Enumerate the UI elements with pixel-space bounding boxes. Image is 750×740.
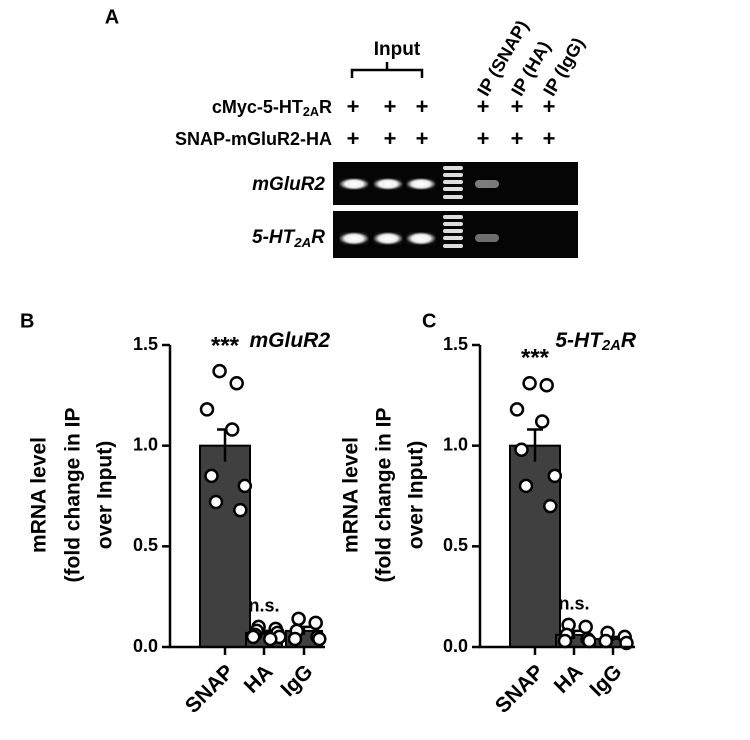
data-point bbox=[212, 363, 227, 379]
sign: + bbox=[416, 94, 429, 119]
text-part: 5-HT bbox=[252, 227, 296, 248]
panel-label: C bbox=[422, 310, 436, 332]
data-point bbox=[514, 442, 529, 457]
text-part: R bbox=[319, 97, 332, 117]
data-point bbox=[522, 376, 537, 391]
panel-label: A bbox=[105, 6, 119, 28]
chart-title: 5-HT2AR bbox=[555, 329, 636, 354]
sign: + bbox=[347, 94, 360, 119]
data-point bbox=[539, 378, 554, 393]
sign: + bbox=[477, 94, 490, 119]
subscript: 2A bbox=[303, 105, 319, 119]
data-point bbox=[578, 619, 593, 635]
text-part: 5-HT bbox=[555, 329, 604, 352]
text-part: mGluR2 bbox=[252, 174, 325, 195]
y-axis-label: over Input) bbox=[94, 441, 117, 550]
sign: + bbox=[477, 126, 490, 151]
text-part: R bbox=[621, 329, 637, 352]
gel-bands bbox=[339, 166, 499, 248]
y-tick-label: 1.5 bbox=[443, 334, 468, 354]
sign: + bbox=[384, 94, 397, 119]
sign: + bbox=[511, 94, 524, 119]
data-point bbox=[509, 402, 525, 417]
x-tick-label: SNAP bbox=[491, 660, 549, 718]
data-point bbox=[263, 631, 278, 647]
y-tick-label: 0.5 bbox=[133, 535, 158, 555]
chart-title: mGluR2 bbox=[249, 329, 330, 352]
y-tick-label: 1.0 bbox=[443, 434, 468, 454]
data-point bbox=[224, 422, 240, 437]
band-label: mGluR2 bbox=[252, 174, 325, 195]
data-point bbox=[287, 631, 303, 647]
significance-label: *** bbox=[211, 333, 240, 360]
data-point bbox=[233, 502, 248, 518]
data-point bbox=[582, 633, 597, 649]
data-point bbox=[308, 615, 323, 631]
band-label: 5-HT2AR bbox=[252, 227, 325, 250]
data-point bbox=[534, 414, 550, 429]
x-tick-label: SNAP bbox=[181, 660, 239, 718]
input-bracket bbox=[350, 62, 424, 78]
y-axis-label: mRNA level bbox=[28, 437, 51, 553]
data-point bbox=[237, 478, 253, 494]
data-point bbox=[291, 611, 306, 627]
text-part: mGluR2 bbox=[249, 329, 330, 352]
y-axis-label: over Input) bbox=[405, 441, 428, 550]
subscript: 2A bbox=[601, 338, 621, 354]
row-label: cMyc-5-HT2AR bbox=[212, 97, 332, 120]
text-part: cMyc-5-HT bbox=[212, 97, 303, 117]
sign: + bbox=[416, 126, 429, 151]
data-point bbox=[598, 633, 614, 649]
x-tick-label: IgG bbox=[585, 660, 626, 701]
y-tick-label: 0.5 bbox=[443, 535, 468, 555]
data-point bbox=[208, 494, 224, 510]
y-axis-label: (fold change in IP bbox=[373, 407, 396, 582]
data-point bbox=[245, 629, 261, 645]
error-bar bbox=[527, 428, 543, 462]
significance-label: *** bbox=[521, 345, 550, 372]
row-label: SNAP-mGluR2-HA bbox=[175, 129, 332, 149]
axes bbox=[478, 345, 635, 649]
data-point bbox=[312, 631, 327, 647]
text-part: SNAP-mGluR2-HA bbox=[175, 129, 332, 149]
data-point bbox=[557, 633, 573, 649]
significance-label: n.s. bbox=[558, 594, 589, 614]
sign: + bbox=[347, 126, 360, 151]
x-tick-label: HA bbox=[240, 660, 278, 698]
y-tick-label: 1.0 bbox=[133, 434, 158, 454]
sign: + bbox=[384, 126, 397, 151]
x-tick-label: HA bbox=[550, 660, 588, 698]
y-axis-label: mRNA level bbox=[340, 437, 363, 553]
input-label: Input bbox=[374, 39, 421, 60]
x-tick-label: IgG bbox=[276, 660, 317, 701]
sign: + bbox=[543, 126, 556, 151]
y-axis-label: (fold change in IP bbox=[62, 407, 85, 582]
sign: + bbox=[543, 94, 556, 119]
sign: + bbox=[511, 126, 524, 151]
y-tick-label: 0.0 bbox=[443, 636, 468, 656]
data-point bbox=[547, 468, 563, 484]
data-point bbox=[543, 498, 558, 514]
data-point bbox=[204, 468, 219, 484]
y-tick-label: 0.0 bbox=[133, 636, 158, 656]
data-point bbox=[199, 402, 215, 417]
panel-label: B bbox=[20, 310, 34, 332]
significance-label: n.s. bbox=[248, 596, 279, 616]
text-part: R bbox=[311, 227, 325, 248]
y-tick-label: 1.5 bbox=[133, 334, 158, 354]
axes bbox=[168, 345, 325, 649]
data-point bbox=[518, 478, 534, 494]
data-point bbox=[229, 376, 244, 391]
subscript: 2A bbox=[293, 235, 311, 250]
